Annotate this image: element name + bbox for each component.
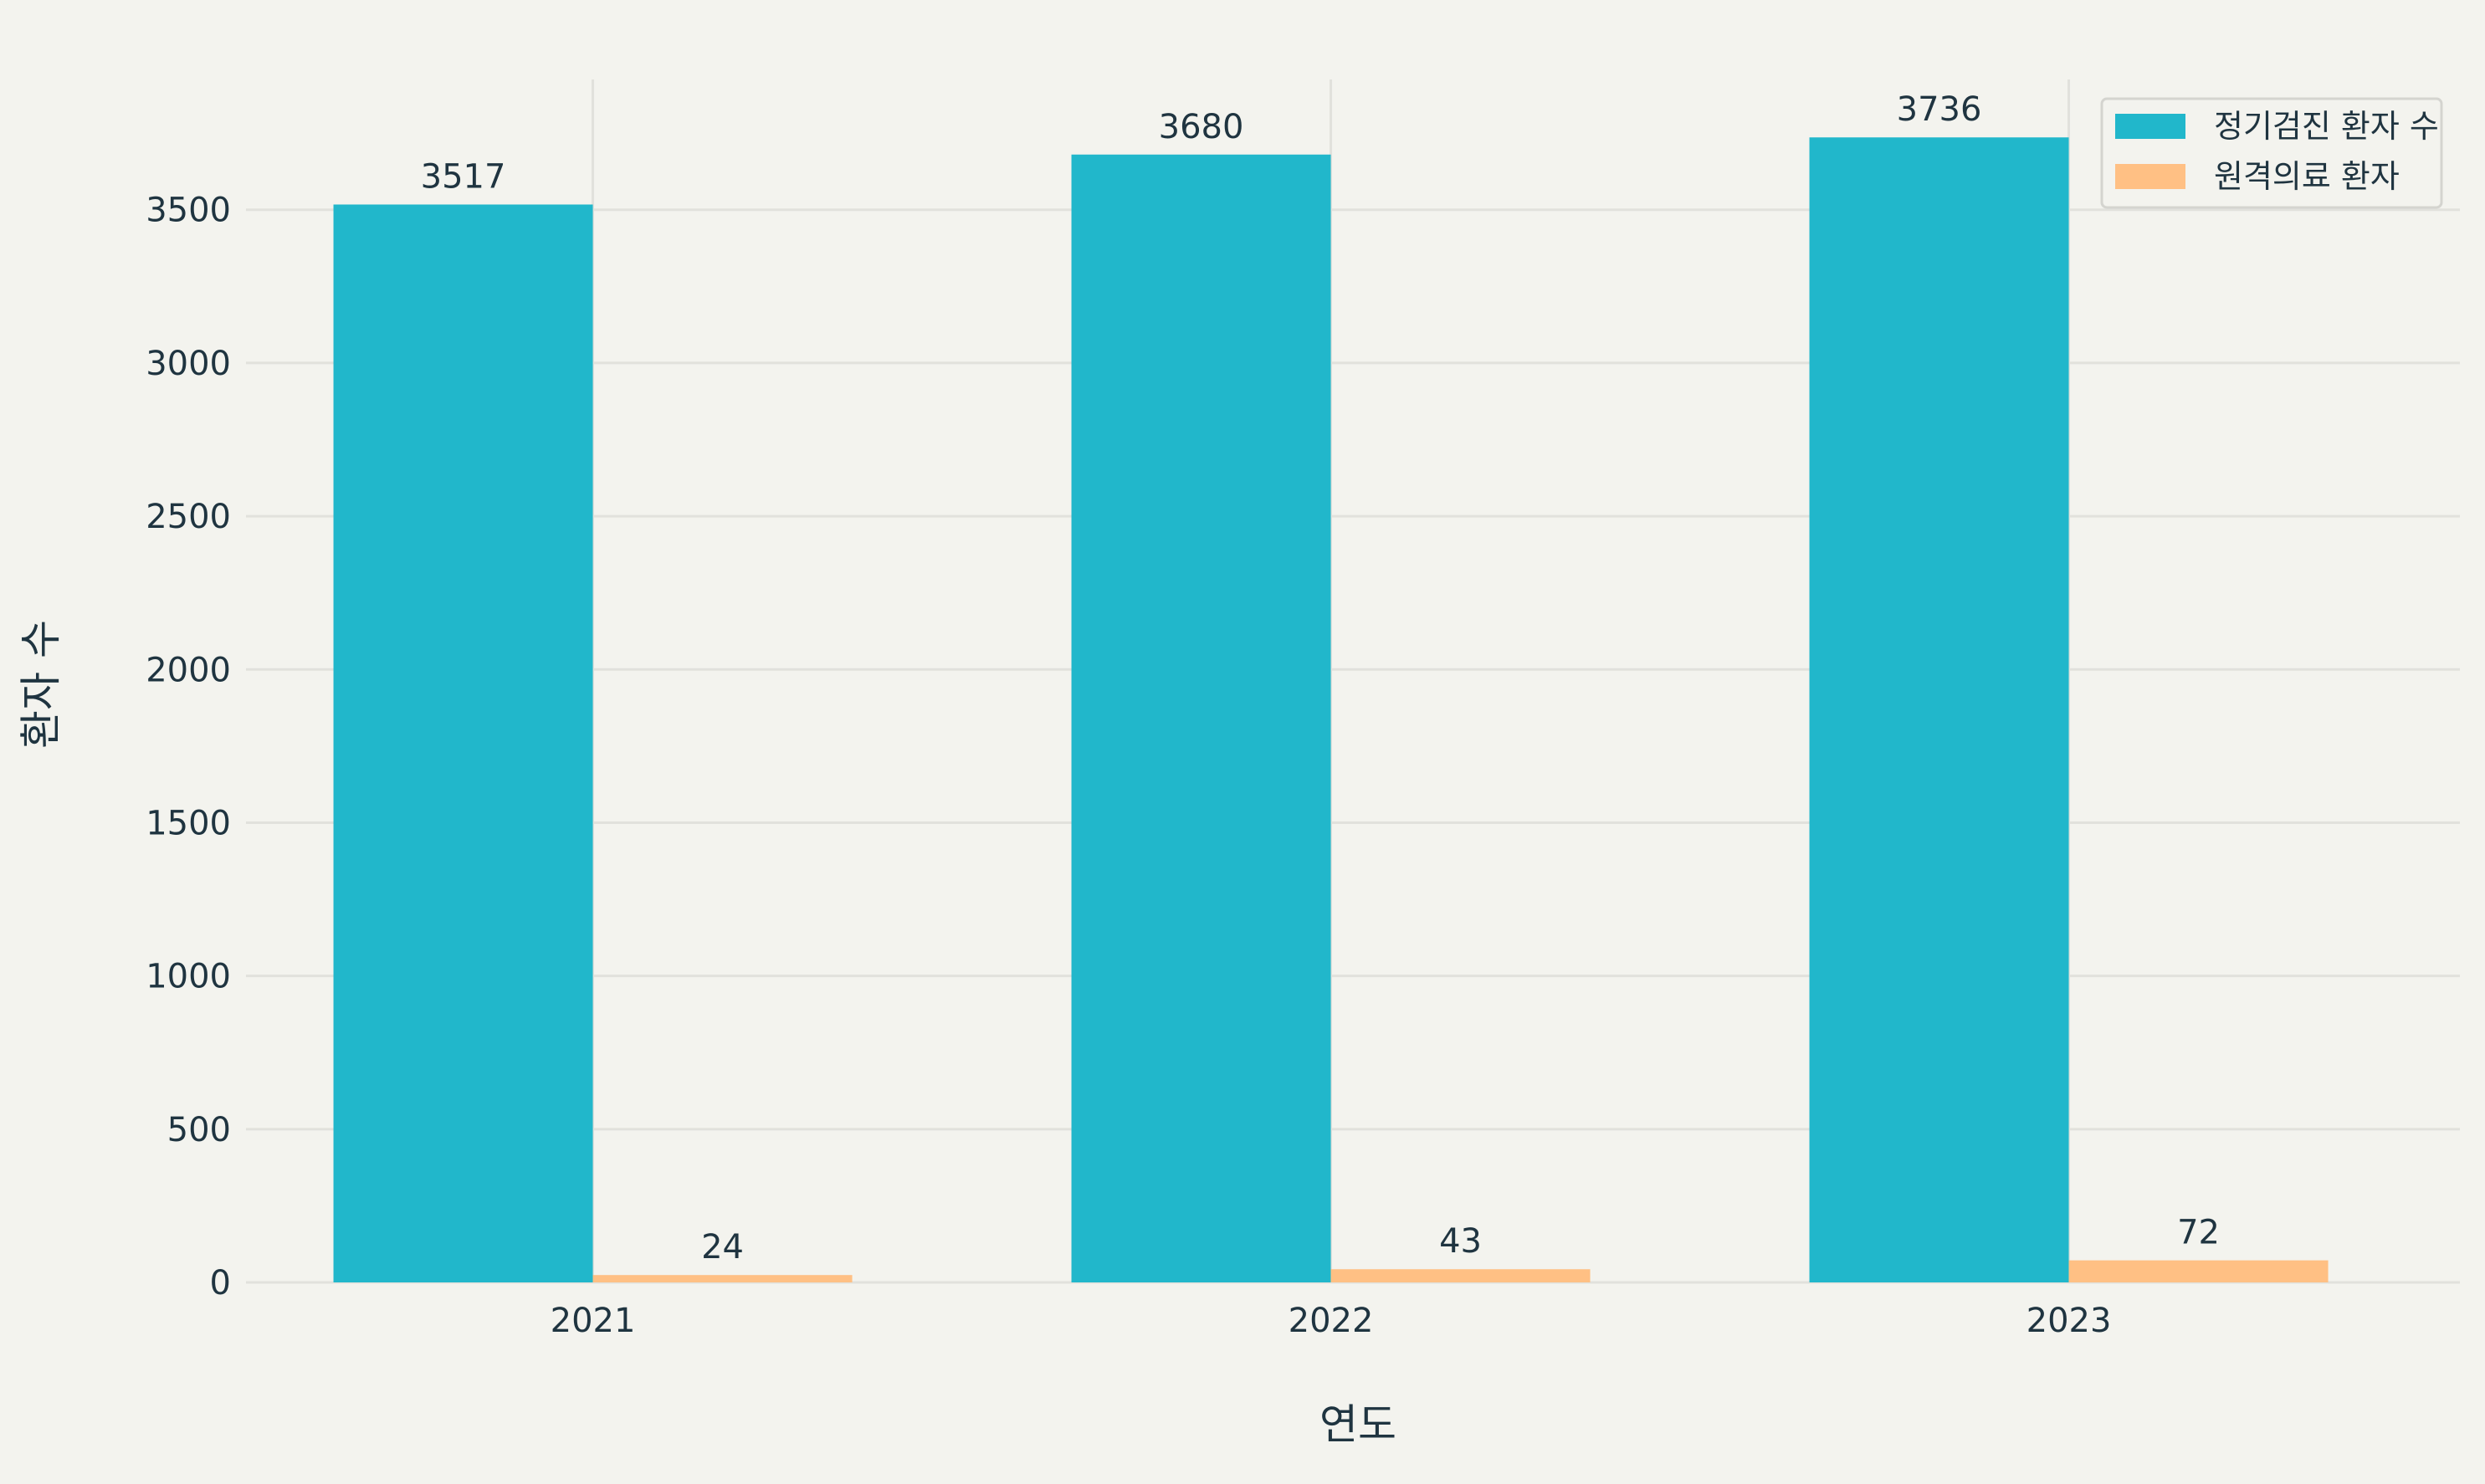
data-label-checkup-2022: 3680	[1159, 108, 1244, 146]
legend-box	[2100, 97, 2443, 209]
y-axis-ticks: 0 500 1000 1500 2000 2500 3000 3500	[146, 192, 231, 1302]
data-label-telemedicine-2023: 72	[2177, 1214, 2220, 1252]
y-tick-label: 3000	[146, 345, 231, 383]
legend[interactable]: 정기검진 환자 수 원격의료 환자	[2100, 97, 2443, 209]
bar-telemedicine-2021[interactable]	[592, 1275, 853, 1282]
y-tick-label: 0	[210, 1264, 231, 1302]
y-axis-title: 환자 수	[17, 620, 65, 749]
legend-label-telemedicine: 원격의료 환자	[2214, 158, 2400, 195]
legend-label-checkup: 정기검진 환자 수	[2214, 108, 2439, 145]
bars	[333, 137, 2329, 1283]
data-label-checkup-2021: 3517	[421, 157, 506, 196]
legend-swatch-telemedicine	[2115, 164, 2185, 189]
data-label-checkup-2023: 3736	[1897, 90, 1982, 129]
data-labels: 3517 3680 3736 24 43 72	[421, 90, 2220, 1267]
bar-checkup-2022[interactable]	[1071, 154, 1331, 1283]
bar-telemedicine-2023[interactable]	[2068, 1260, 2329, 1282]
y-tick-label: 3500	[146, 192, 231, 230]
bar-checkup-2021[interactable]	[333, 204, 593, 1282]
bar-checkup-2023[interactable]	[1809, 137, 2069, 1283]
x-tick-label: 2021	[551, 1302, 636, 1340]
x-tick-label: 2022	[1289, 1302, 1374, 1340]
bar-telemedicine-2022[interactable]	[1330, 1269, 1591, 1282]
legend-swatch-checkup	[2115, 114, 2185, 139]
y-tick-label: 500	[167, 1111, 231, 1149]
y-tick-label: 1000	[146, 958, 231, 996]
x-axis-ticks: 2021 2022 2023	[551, 1302, 2112, 1340]
y-tick-label: 2500	[146, 498, 231, 536]
y-tick-label: 1500	[146, 804, 231, 842]
data-label-telemedicine-2021: 24	[701, 1228, 744, 1267]
x-axis-title: 연도	[1319, 1400, 1396, 1449]
y-tick-label: 2000	[146, 651, 231, 689]
data-label-telemedicine-2022: 43	[1439, 1222, 1482, 1261]
x-tick-label: 2023	[2026, 1302, 2112, 1340]
